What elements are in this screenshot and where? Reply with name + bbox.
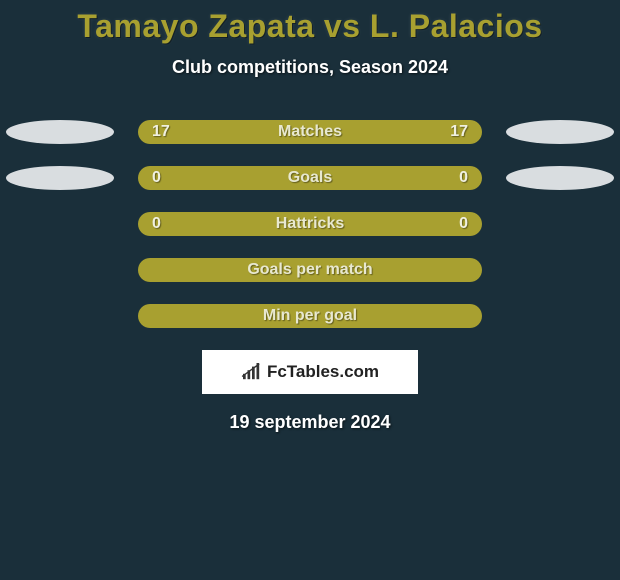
stat-rows: 17 Matches 17 0 Goals 0 0 Hattricks 0 Goals per m… [0, 120, 620, 328]
stat-row: 17 Matches 17 [0, 120, 620, 144]
stat-label: Min per goal [263, 307, 357, 325]
stat-left-value: 0 [152, 215, 161, 233]
subtitle: Club competitions, Season 2024 [0, 57, 620, 78]
stat-row: 0 Goals 0 [0, 166, 620, 190]
brand-badge[interactable]: FcTables.com [202, 350, 418, 394]
stat-right-value: 17 [450, 123, 468, 141]
stat-label: Goals per match [247, 261, 372, 279]
stat-left-value: 17 [152, 123, 170, 141]
left-ellipse [6, 120, 114, 144]
stat-row: Min per goal [0, 304, 620, 328]
stat-bar: Min per goal [138, 304, 482, 328]
stat-label: Matches [278, 123, 342, 141]
stat-right-value: 0 [459, 215, 468, 233]
stat-right-value: 0 [459, 169, 468, 187]
stat-row: Goals per match [0, 258, 620, 282]
right-ellipse [506, 120, 614, 144]
stat-bar: 0 Goals 0 [138, 166, 482, 190]
stat-bar: 0 Hattricks 0 [138, 212, 482, 236]
comparison-card: Tamayo Zapata vs L. Palacios Club compet… [0, 0, 620, 433]
stat-left-value: 0 [152, 169, 161, 187]
left-ellipse [6, 166, 114, 190]
bar-chart-icon [241, 363, 263, 381]
stat-label: Hattricks [276, 215, 344, 233]
stat-bar: 17 Matches 17 [138, 120, 482, 144]
stat-row: 0 Hattricks 0 [0, 212, 620, 236]
stat-label: Goals [288, 169, 332, 187]
right-ellipse [506, 166, 614, 190]
stat-bar: Goals per match [138, 258, 482, 282]
brand-text: FcTables.com [267, 362, 379, 382]
date-text: 19 september 2024 [0, 412, 620, 433]
page-title: Tamayo Zapata vs L. Palacios [0, 8, 620, 45]
